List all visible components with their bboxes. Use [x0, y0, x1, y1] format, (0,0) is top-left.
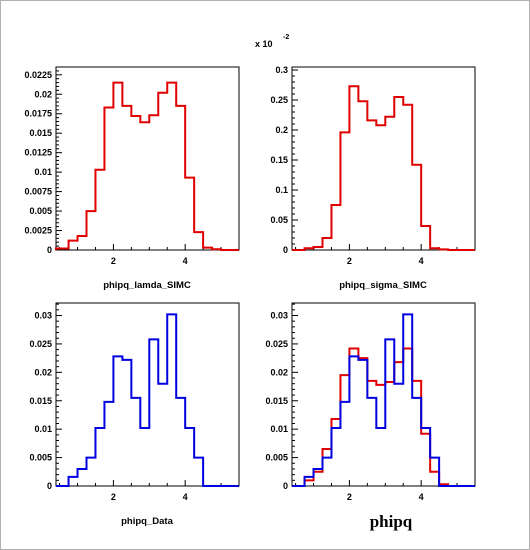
panel-1-xlabel: phipq_lamda_SIMC	[103, 280, 191, 291]
y-tick-label: 0.025	[265, 339, 288, 349]
y-tick-label: 0.01	[34, 424, 52, 434]
y-tick-label: 0.0225	[24, 70, 52, 80]
y-exponent-power: -2	[283, 34, 289, 41]
y-tick-label: 0.1	[275, 185, 288, 195]
y-exponent-label: x 10	[255, 39, 273, 49]
x-tick-label: 4	[183, 492, 188, 502]
y-tick-label: 0.015	[29, 128, 52, 138]
panel-phipq-lamda-simc: 0 0.0025 0.005 0.0075 0.01 0.0125 0.015 0.0175 0…	[24, 70, 240, 266]
y-tick-label: 0.3	[275, 65, 288, 75]
y-tick-label: 0.01	[270, 424, 288, 434]
y-tick-label: 0.015	[265, 396, 288, 406]
panel-2-xlabel: phipq_sigma_SIMC	[339, 280, 427, 291]
y-tick-label: 0.02	[34, 89, 52, 99]
y-tick-label: 0.005	[29, 453, 52, 463]
red-histogram-line	[292, 347, 475, 487]
y-tick-label: 0.01	[34, 167, 52, 177]
y-tick-label: 0.0175	[24, 109, 52, 119]
red-histogram-line	[292, 85, 475, 251]
y-tick-label: 0.15	[270, 155, 288, 165]
y-tick-label: 0	[283, 245, 288, 255]
panel-phipq-data: 0 0.005 0.01 0.015 0.02 0.025 0.03 2 4	[29, 303, 240, 502]
panel-4-title: phipq	[370, 512, 413, 531]
x-tick-label: 2	[347, 256, 352, 266]
x-tick-label: 4	[419, 256, 424, 266]
y-tick-label: 0.03	[34, 311, 52, 321]
y-tick-label: 0.03	[270, 311, 288, 321]
y-tick-label: 0.2	[275, 125, 288, 135]
panel-2-frame	[291, 66, 476, 251]
y-tick-label: 0.005	[265, 453, 288, 463]
x-tick-label: 2	[111, 256, 116, 266]
panel-4-frame	[291, 302, 476, 487]
panel-phipq-overlay: 0 0.005 0.01 0.015 0.02 0.025 0.03 2 4	[265, 303, 476, 502]
blue-histogram-line	[56, 313, 239, 487]
y-tick-label: 0.02	[270, 367, 288, 377]
y-tick-label: 0	[47, 481, 52, 491]
x-tick-label: 4	[183, 256, 188, 266]
y-tick-label: 0.005	[29, 206, 52, 216]
blue-histogram-line	[292, 313, 475, 487]
y-tick-label: 0.0125	[24, 148, 52, 158]
y-tick-label: 0.05	[270, 215, 288, 225]
y-tick-label: 0.25	[270, 95, 288, 105]
y-tick-label: 0.0025	[24, 226, 52, 236]
y-tick-label: 0.015	[29, 396, 52, 406]
panel-3-xlabel: phipq_Data	[121, 516, 173, 527]
x-tick-label: 4	[419, 492, 424, 502]
panel-1-frame	[55, 66, 240, 251]
y-tick-label: 0.025	[29, 339, 52, 349]
y-tick-label: 0.0075	[24, 187, 52, 197]
y-tick-label: 0.02	[34, 367, 52, 377]
y-tick-label: 0	[283, 481, 288, 491]
y-tick-label: 0	[47, 245, 52, 255]
panel-3-frame	[55, 302, 240, 487]
red-histogram-line	[55, 81, 239, 251]
panel-phipq-sigma-simc: 0 0.05 0.1 0.15 0.2 0.25 0.3 2 4	[270, 65, 476, 266]
x-tick-label: 2	[111, 492, 116, 502]
x-tick-label: 2	[347, 492, 352, 502]
